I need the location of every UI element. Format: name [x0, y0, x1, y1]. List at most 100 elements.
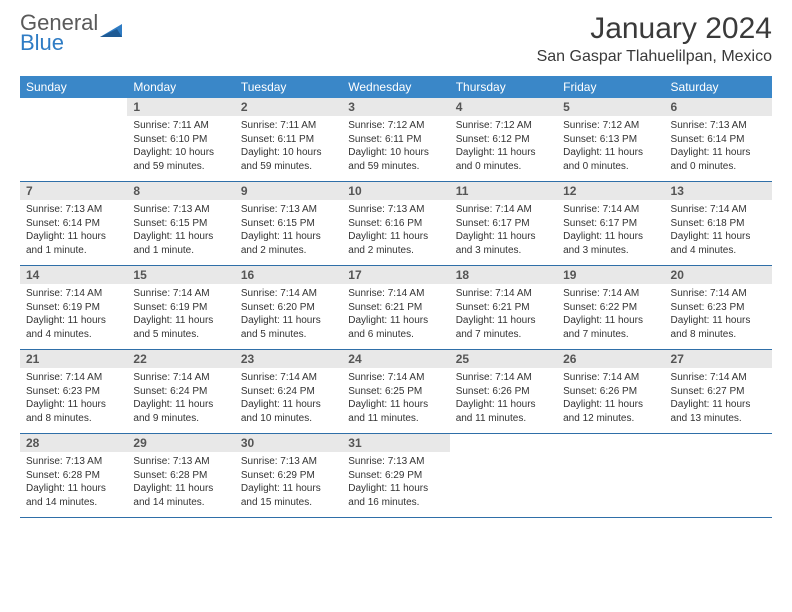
calendar-day-cell — [557, 434, 664, 518]
day-number: 5 — [557, 98, 664, 116]
day-header: Saturday — [665, 76, 772, 98]
day-details: Sunrise: 7:14 AMSunset: 6:18 PMDaylight:… — [665, 200, 772, 265]
daylight-text: Daylight: 11 hours and 15 minutes. — [241, 482, 336, 509]
daylight-text: Daylight: 10 hours and 59 minutes. — [133, 146, 228, 173]
day-details: Sunrise: 7:14 AMSunset: 6:27 PMDaylight:… — [665, 368, 772, 433]
sunrise-text: Sunrise: 7:14 AM — [671, 371, 766, 385]
daylight-text: Daylight: 11 hours and 7 minutes. — [563, 314, 658, 341]
day-details: Sunrise: 7:13 AMSunset: 6:28 PMDaylight:… — [127, 452, 234, 517]
day-number: 19 — [557, 266, 664, 284]
day-details — [20, 116, 127, 174]
calendar-day-cell: 15Sunrise: 7:14 AMSunset: 6:19 PMDayligh… — [127, 266, 234, 350]
sunset-text: Sunset: 6:18 PM — [671, 217, 766, 231]
day-details: Sunrise: 7:13 AMSunset: 6:29 PMDaylight:… — [235, 452, 342, 517]
title-block: January 2024 San Gaspar Tlahuelilpan, Me… — [537, 12, 772, 66]
sunset-text: Sunset: 6:25 PM — [348, 385, 443, 399]
calendar-day-cell: 21Sunrise: 7:14 AMSunset: 6:23 PMDayligh… — [20, 350, 127, 434]
day-details: Sunrise: 7:14 AMSunset: 6:17 PMDaylight:… — [450, 200, 557, 265]
calendar-day-cell: 2Sunrise: 7:11 AMSunset: 6:11 PMDaylight… — [235, 98, 342, 182]
day-details: Sunrise: 7:14 AMSunset: 6:24 PMDaylight:… — [127, 368, 234, 433]
sunset-text: Sunset: 6:24 PM — [241, 385, 336, 399]
daylight-text: Daylight: 10 hours and 59 minutes. — [241, 146, 336, 173]
daylight-text: Daylight: 11 hours and 0 minutes. — [671, 146, 766, 173]
day-number: 26 — [557, 350, 664, 368]
day-details: Sunrise: 7:14 AMSunset: 6:21 PMDaylight:… — [342, 284, 449, 349]
day-details — [665, 452, 772, 510]
day-header: Monday — [127, 76, 234, 98]
calendar-day-cell: 19 Sunrise: 7:14 AMSunset: 6:22 PMDayligh… — [557, 266, 664, 350]
calendar-day-cell: 30Sunrise: 7:13 AMSunset: 6:29 PMDayligh… — [235, 434, 342, 518]
day-number: 2 — [235, 98, 342, 116]
calendar-day-cell: 9Sunrise: 7:13 AMSunset: 6:15 PMDaylight… — [235, 182, 342, 266]
sunset-text: Sunset: 6:15 PM — [241, 217, 336, 231]
day-number: 15 — [127, 266, 234, 284]
calendar-day-cell: 22Sunrise: 7:14 AMSunset: 6:24 PMDayligh… — [127, 350, 234, 434]
sunrise-text: Sunrise: 7:14 AM — [563, 203, 658, 217]
calendar-day-cell: 14Sunrise: 7:14 AMSunset: 6:19 PMDayligh… — [20, 266, 127, 350]
day-details — [450, 452, 557, 510]
day-details: Sunrise: 7:14 AMSunset: 6:20 PMDaylight:… — [235, 284, 342, 349]
calendar-day-cell: 4Sunrise: 7:12 AMSunset: 6:12 PMDaylight… — [450, 98, 557, 182]
calendar-day-cell: 18Sunrise: 7:14 AMSunset: 6:21 PMDayligh… — [450, 266, 557, 350]
calendar-day-cell: 28Sunrise: 7:13 AMSunset: 6:28 PMDayligh… — [20, 434, 127, 518]
daylight-text: Daylight: 11 hours and 4 minutes. — [671, 230, 766, 257]
calendar-day-cell — [20, 98, 127, 182]
day-header: Tuesday — [235, 76, 342, 98]
sunrise-text: Sunrise: 7:12 AM — [348, 119, 443, 133]
sunrise-text: Sunrise: 7:14 AM — [563, 287, 658, 301]
calendar-day-cell: 3Sunrise: 7:12 AMSunset: 6:11 PMDaylight… — [342, 98, 449, 182]
day-number — [450, 434, 557, 452]
day-details: Sunrise: 7:14 AMSunset: 6:23 PMDaylight:… — [20, 368, 127, 433]
sunset-text: Sunset: 6:15 PM — [133, 217, 228, 231]
day-number: 17 — [342, 266, 449, 284]
daylight-text: Daylight: 11 hours and 6 minutes. — [348, 314, 443, 341]
daylight-text: Daylight: 11 hours and 1 minute. — [26, 230, 121, 257]
sunset-text: Sunset: 6:17 PM — [456, 217, 551, 231]
day-number — [557, 434, 664, 452]
day-details: Sunrise: 7:14 AMSunset: 6:26 PMDaylight:… — [557, 368, 664, 433]
brand-text: General Blue — [20, 12, 98, 54]
day-number: 30 — [235, 434, 342, 452]
calendar-day-cell: 13Sunrise: 7:14 AMSunset: 6:18 PMDayligh… — [665, 182, 772, 266]
sunrise-text: Sunrise: 7:12 AM — [563, 119, 658, 133]
day-number: 3 — [342, 98, 449, 116]
calendar-week-row: 14Sunrise: 7:14 AMSunset: 6:19 PMDayligh… — [20, 266, 772, 350]
daylight-text: Daylight: 11 hours and 1 minute. — [133, 230, 228, 257]
day-details: Sunrise: 7:12 AMSunset: 6:13 PMDaylight:… — [557, 116, 664, 181]
daylight-text: Daylight: 11 hours and 11 minutes. — [348, 398, 443, 425]
calendar-week-row: 28Sunrise: 7:13 AMSunset: 6:28 PMDayligh… — [20, 434, 772, 518]
calendar-day-cell: 10Sunrise: 7:13 AMSunset: 6:16 PMDayligh… — [342, 182, 449, 266]
day-header: Friday — [557, 76, 664, 98]
day-details: Sunrise: 7:12 AMSunset: 6:12 PMDaylight:… — [450, 116, 557, 181]
sunrise-text: Sunrise: 7:13 AM — [241, 455, 336, 469]
day-header: Wednesday — [342, 76, 449, 98]
day-number: 22 — [127, 350, 234, 368]
daylight-text: Daylight: 11 hours and 3 minutes. — [456, 230, 551, 257]
day-details: Sunrise: 7:14 AMSunset: 6:19 PMDaylight:… — [20, 284, 127, 349]
sunset-text: Sunset: 6:22 PM — [563, 301, 658, 315]
sunset-text: Sunset: 6:19 PM — [26, 301, 121, 315]
day-details: Sunrise: 7:13 AMSunset: 6:29 PMDaylight:… — [342, 452, 449, 517]
calendar-table: Sunday Monday Tuesday Wednesday Thursday… — [20, 76, 772, 518]
brand-line2: Blue — [20, 32, 98, 54]
sunset-text: Sunset: 6:21 PM — [348, 301, 443, 315]
day-details — [557, 452, 664, 510]
sunrise-text: Sunrise: 7:14 AM — [133, 287, 228, 301]
sunrise-text: Sunrise: 7:13 AM — [133, 455, 228, 469]
sunrise-text: Sunrise: 7:14 AM — [671, 203, 766, 217]
sunrise-text: Sunrise: 7:13 AM — [26, 455, 121, 469]
sunrise-text: Sunrise: 7:13 AM — [671, 119, 766, 133]
calendar-week-row: 1Sunrise: 7:11 AMSunset: 6:10 PMDaylight… — [20, 98, 772, 182]
day-details: Sunrise: 7:13 AMSunset: 6:14 PMDaylight:… — [665, 116, 772, 181]
sunrise-text: Sunrise: 7:14 AM — [26, 371, 121, 385]
daylight-text: Daylight: 11 hours and 0 minutes. — [456, 146, 551, 173]
daylight-text: Daylight: 11 hours and 13 minutes. — [671, 398, 766, 425]
calendar-day-cell: 29Sunrise: 7:13 AMSunset: 6:28 PMDayligh… — [127, 434, 234, 518]
day-number: 13 — [665, 182, 772, 200]
calendar-day-cell: 24Sunrise: 7:14 AMSunset: 6:25 PMDayligh… — [342, 350, 449, 434]
day-details: Sunrise: 7:13 AMSunset: 6:15 PMDaylight:… — [127, 200, 234, 265]
day-number: 8 — [127, 182, 234, 200]
sunset-text: Sunset: 6:20 PM — [241, 301, 336, 315]
daylight-text: Daylight: 11 hours and 2 minutes. — [348, 230, 443, 257]
calendar-week-row: 7Sunrise: 7:13 AMSunset: 6:14 PMDaylight… — [20, 182, 772, 266]
